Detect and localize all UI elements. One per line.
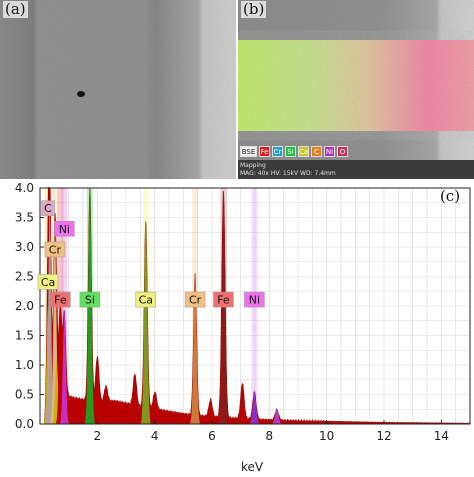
map-legend: BSE Fe Cr Si Ca C Ni O — [240, 145, 348, 158]
y-tick-label: 0.0 — [15, 417, 34, 431]
spectrum-peak — [45, 211, 55, 424]
element-label-box — [184, 291, 206, 308]
micrograph-panel-a: (a) — [0, 0, 236, 179]
info-params: MAG: 40x HV: 15kV WD: 7.4mm — [240, 170, 336, 177]
element-map-band — [238, 40, 474, 131]
y-tick-label: 4.0 — [15, 181, 34, 195]
sem-image — [0, 0, 236, 179]
element-label-box — [135, 291, 157, 308]
spectrum-peak — [141, 220, 151, 424]
spectrum-area — [43, 186, 471, 425]
y-tick-label: 3.0 — [15, 240, 34, 254]
sem-info-bar: Mapping MAG: 40x HV: 15kV WD: 7.4mm — [238, 160, 474, 179]
legend-chip-fe: Fe — [259, 146, 270, 157]
panel-c-label: (c) — [440, 187, 460, 205]
spectrum-peak — [249, 391, 260, 424]
element-label-ni: Ni — [59, 223, 70, 236]
y-tick-label: 1.5 — [15, 329, 34, 343]
x-tick-label: 14 — [434, 429, 449, 443]
element-label-c: C — [44, 202, 52, 215]
element-label-fe: Fe — [54, 294, 67, 307]
element-label-box — [79, 291, 101, 308]
x-tick-label: 10 — [319, 429, 334, 443]
x-tick-label: 12 — [376, 429, 391, 443]
element-label-ni: Ni — [249, 294, 260, 307]
x-tick-label: 8 — [266, 429, 274, 443]
element-label-si: Si — [85, 294, 95, 307]
spectrum-peak — [190, 273, 200, 424]
y-tick-label: 0.5 — [15, 388, 34, 402]
element-label-fe: Fe — [217, 294, 230, 307]
axis-ticks: 0.0 0.5 1.0 1.5 2.0 2.5 3.0 3.5 4.0 2 4 6 8 10 12 14 — [15, 181, 449, 443]
y-tick-label: 2.5 — [15, 270, 34, 284]
eds-spectrum-chart: 0.00.51.01.52.02.53.03.54.02 4 6 8 10 12 14 CN… — [15, 181, 471, 474]
legend-chip-c: C — [311, 146, 322, 157]
element-label-ca: Ca — [139, 294, 153, 307]
y-tick-label: 3.5 — [15, 211, 34, 225]
legend-chip-cr: Cr — [272, 146, 283, 157]
legend-chip-ca: Ca — [298, 146, 309, 157]
element-label-box — [244, 291, 265, 308]
element-label-box — [37, 274, 59, 290]
y-tick-label: 1.0 — [15, 358, 34, 372]
legend-chip-ni: Ni — [324, 146, 335, 157]
element-label-cr: Cr — [189, 294, 202, 307]
element-label-box — [41, 200, 55, 216]
legend-chip-o: O — [337, 146, 348, 157]
panel-b-label: (b) — [241, 0, 267, 18]
legend-chip-bse: BSE — [240, 146, 257, 157]
info-title: Mapping — [240, 162, 266, 169]
pore-spot — [77, 91, 85, 97]
x-tick-label: 4 — [151, 429, 159, 443]
element-label-box — [54, 221, 75, 237]
element-label-box — [44, 241, 66, 258]
x-tick-label: 6 — [208, 429, 216, 443]
spectrum-peak — [60, 311, 69, 424]
legend-chip-si: Si — [285, 146, 296, 157]
element-label-box — [50, 291, 71, 308]
micrograph-panel-b: (b) BSE Fe Cr Si Ca C Ni O Mapping MAG: 40x HV:… — [238, 0, 474, 179]
x-axis-label: keV — [241, 460, 264, 474]
panel-a-label: (a) — [3, 0, 28, 18]
element-label-box — [213, 291, 234, 308]
x-tick-label: 2 — [94, 429, 102, 443]
spectrum-peak — [218, 190, 229, 424]
element-label-ca: Ca — [41, 276, 55, 289]
element-labels: C Ni Cr Ca Fe Si Ca Cr Fe Ni — [37, 200, 265, 308]
spectrum-peak — [271, 409, 282, 424]
y-tick-label: 2.0 — [15, 299, 34, 313]
element-label-cr: Cr — [49, 243, 62, 256]
